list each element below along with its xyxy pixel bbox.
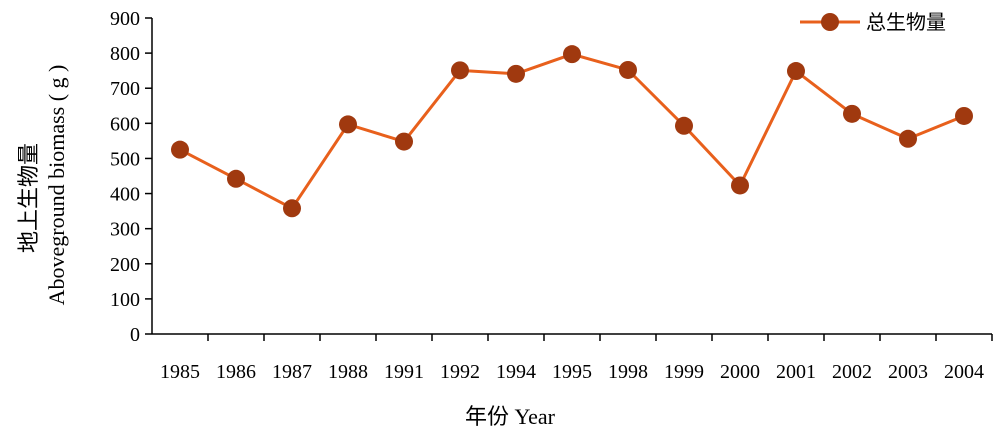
y-tick-label: 700 — [110, 78, 140, 100]
y-tick-label: 200 — [110, 254, 140, 276]
y-axis-title-cn: 地上生物量 — [16, 143, 41, 253]
x-tick-label: 2002 — [832, 361, 872, 383]
data-point — [675, 116, 693, 135]
y-tick-label: 100 — [110, 289, 140, 311]
series-group — [171, 45, 973, 218]
x-tick-label: 1987 — [272, 361, 312, 383]
data-point — [171, 140, 189, 159]
x-tick-label: 1988 — [328, 361, 368, 383]
legend-marker — [821, 13, 839, 31]
x-tick-label: 1998 — [608, 361, 648, 383]
data-point — [731, 176, 749, 195]
data-point — [899, 129, 917, 148]
data-point — [451, 61, 469, 80]
axes — [151, 18, 992, 335]
x-ticks: 1985 1986 1987 1988 1991 1992 1994 1995 1998 1999… — [160, 334, 993, 383]
data-point — [955, 106, 973, 125]
x-tick-label: 2004 — [944, 361, 984, 383]
data-point — [843, 104, 861, 123]
y-tick-label: 800 — [110, 43, 140, 65]
y-tick-label: 900 — [110, 8, 140, 30]
y-tick-label: 500 — [110, 148, 140, 170]
data-point — [507, 64, 525, 83]
legend: 总生物量 — [800, 10, 946, 34]
y-axis-title-en: Aboveground biomass ( g ) — [44, 65, 69, 306]
legend-label: 总生物量 — [866, 10, 946, 34]
data-point — [619, 60, 637, 79]
x-tick-label: 1994 — [496, 361, 536, 383]
x-tick-label: 1992 — [440, 361, 480, 383]
x-tick-label: 1999 — [664, 361, 704, 383]
x-tick-label: 1985 — [160, 361, 200, 383]
x-tick-label: 2000 — [720, 361, 760, 383]
x-tick-label: 1986 — [216, 361, 256, 383]
data-point — [395, 132, 413, 151]
y-ticks: 0 100 200 300 400 500 600 700 800 900 — [110, 8, 152, 346]
x-axis-title: 年份 Year — [465, 404, 556, 429]
series-line — [179, 52, 965, 210]
y-tick-label: 0 — [130, 324, 140, 346]
x-tick-label: 1995 — [552, 361, 592, 383]
y-tick-label: 300 — [110, 219, 140, 241]
y-tick-label: 400 — [110, 184, 140, 206]
data-point — [563, 45, 581, 64]
x-tick-label: 2003 — [888, 361, 928, 383]
x-tick-label: 1991 — [384, 361, 424, 383]
x-tick-label: 2001 — [776, 361, 816, 383]
data-point — [787, 62, 805, 81]
data-point — [339, 115, 357, 134]
data-point — [227, 169, 245, 188]
y-tick-label: 600 — [110, 113, 140, 135]
data-point — [283, 199, 301, 218]
